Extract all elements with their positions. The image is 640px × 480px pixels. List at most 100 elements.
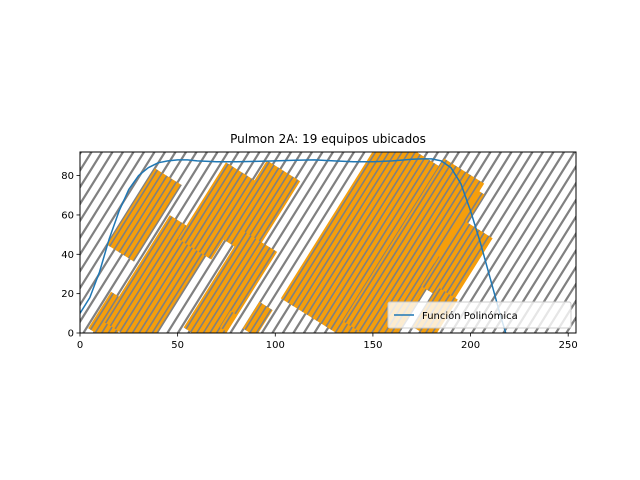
legend-label-funcion-polinomica: Función Polinómica <box>422 310 518 322</box>
solar-panel-stripe <box>363 244 421 333</box>
hatch-line <box>80 152 156 274</box>
solar-panel-stripe <box>344 232 402 324</box>
plot-area <box>0 152 640 333</box>
hatch-line <box>0 152 60 333</box>
solar-panel-stripe <box>190 235 252 333</box>
solar-panel <box>183 231 278 333</box>
solar-panel-stripe <box>315 153 422 322</box>
solar-panel-stripe <box>422 220 466 288</box>
solar-panel-stripe <box>123 228 192 333</box>
solar-panel-stripe <box>89 292 115 331</box>
solar-panel <box>421 219 493 305</box>
panel-layer <box>88 152 493 333</box>
hatch-line <box>0 152 70 333</box>
solar-panel-stripe <box>184 166 234 244</box>
legend-box <box>387 301 572 329</box>
solar-panel <box>103 215 213 333</box>
solar-panel-stripe <box>104 216 173 324</box>
solar-panel <box>107 168 182 262</box>
solar-panel-stripe <box>353 238 412 329</box>
solar-panel-stripe <box>194 238 257 333</box>
y-tick-label: 20 <box>61 289 74 300</box>
solar-panel-stripe <box>320 156 426 325</box>
solar-panel-stripe <box>253 308 272 333</box>
y-tick-label: 40 <box>61 250 74 261</box>
solar-panel-stripe <box>213 249 276 333</box>
x-tick-label: 150 <box>363 340 382 351</box>
solar-panel <box>178 162 260 260</box>
solar-panel-stripe <box>424 177 476 259</box>
chart-title: Pulmon 2A: 19 equipos ubicados <box>230 132 426 146</box>
hatch-line <box>80 152 93 173</box>
solar-panel-stripe <box>249 305 268 333</box>
solar-panel-stripe <box>301 152 407 313</box>
x-tick-label: 250 <box>559 340 578 351</box>
solar-panel-stripe <box>400 162 453 244</box>
solar-panel <box>342 231 443 333</box>
solar-panel-stripe <box>94 295 119 333</box>
solar-panel-stripe <box>220 161 270 239</box>
solar-panel-stripe <box>427 223 471 291</box>
solar-panel-stripe <box>325 159 431 328</box>
solar-panel-stripe <box>377 253 436 333</box>
solar-panel-stripe <box>372 250 431 333</box>
hatch-line <box>554 298 576 333</box>
solar-panel-stripe <box>230 167 280 245</box>
solar-panel-stripe <box>127 181 178 259</box>
solar-panel-stripe <box>330 162 436 330</box>
solar-panel-stripe <box>396 159 448 241</box>
solar-panel-stripe <box>429 180 481 262</box>
solar-panel-stripe <box>292 152 398 307</box>
solar-panel-stripe <box>198 175 248 253</box>
y-tick-label: 0 <box>68 329 74 340</box>
solar-panel-stripe <box>382 256 440 333</box>
solar-panel-stripe <box>123 178 173 256</box>
hatch-line <box>250 152 366 333</box>
x-tick-label: 100 <box>266 340 285 351</box>
solar-panel-stripe <box>287 152 393 304</box>
hatch-line <box>229 152 345 333</box>
solar-panel-stripe <box>179 163 229 241</box>
series-layer <box>80 158 507 333</box>
solar-panel-stripe <box>142 239 211 333</box>
solar-panel-stripe <box>221 311 234 330</box>
hatch-line <box>565 315 576 333</box>
solar-panel-stripe <box>209 247 271 333</box>
solar-panel-stripe <box>437 229 480 297</box>
solar-panel-stripe <box>306 152 412 316</box>
x-tick-label: 50 <box>171 340 184 351</box>
solar-panel-stripe <box>128 231 197 333</box>
y-tick-label: 60 <box>61 210 74 221</box>
solar-panel-stripe <box>410 168 462 250</box>
solar-panel-stripe <box>199 241 262 333</box>
solar-panel-stripe <box>194 172 244 250</box>
hatch-line <box>80 152 124 223</box>
y-axis: 0 20 40 60 80 <box>61 171 80 340</box>
solar-panel-stripe <box>108 169 159 247</box>
x-tick-label: 200 <box>461 340 480 351</box>
series-line-funcion-polinomica <box>80 158 507 333</box>
solar-panel-stripe <box>185 232 247 330</box>
legend: Función Polinómica <box>387 301 572 329</box>
solar-panel-stripe <box>432 226 476 294</box>
solar-panel-stripe <box>189 169 239 247</box>
solar-panel-stripe <box>415 171 467 253</box>
solar-panel-stripe <box>203 178 253 256</box>
solar-panel-stripe <box>119 225 188 333</box>
solar-panel-stripe <box>225 164 275 242</box>
solar-panel-stripe <box>132 184 182 262</box>
solar-panel <box>219 310 237 332</box>
solar-panel-stripe <box>109 219 178 327</box>
hatch-line <box>80 152 103 190</box>
hatch-line <box>587 152 640 333</box>
solar-panel <box>242 301 273 333</box>
solar-panel-stripe <box>349 235 407 326</box>
plot-frame <box>79 151 577 334</box>
y-tick-label: 80 <box>61 171 74 182</box>
solar-panel-stripe <box>311 152 417 319</box>
solar-panel-stripe <box>441 232 485 300</box>
hatch-line <box>80 152 145 257</box>
solar-panel-stripe <box>358 241 417 332</box>
solar-panel-stripe <box>113 172 163 250</box>
